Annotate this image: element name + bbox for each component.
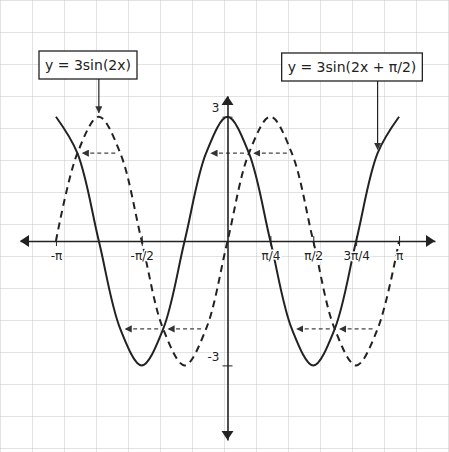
series-label-box: [282, 53, 423, 81]
chart-svg: -π -π/2 π/4 π/2 3π/4 π -3 3 y = 3sin(2x) y = 3sin…: [0, 0, 449, 452]
axis-arrowhead: [20, 235, 29, 247]
axis-arrowhead: [222, 96, 234, 105]
axis-arrowhead: [426, 235, 435, 247]
shift-arrow: [82, 153, 115, 154]
chart-container: -π -π/2 π/4 π/2 3π/4 π -3 3 y = 3sin(2x) y = 3sin…: [0, 0, 449, 452]
y-axis: -3 3: [208, 97, 233, 441]
shift-arrow: [168, 328, 201, 329]
x-tick-label: π: [396, 249, 403, 263]
shift-arrow: [125, 328, 158, 329]
y-tick-label: 3: [212, 101, 220, 115]
x-tick-mark: [313, 236, 314, 246]
x-tick: -π/2: [131, 236, 154, 263]
series-label-text: y = 3sin(2x + π/2): [288, 59, 417, 75]
x-tick-label: π/4: [261, 249, 280, 263]
x-tick: 3π/4: [343, 236, 370, 263]
y-tick: -3: [208, 350, 233, 366]
shift-arrow: [254, 153, 287, 154]
graph-paper: [0, 0, 449, 452]
x-tick-mark: [270, 236, 271, 246]
series-label-text: y = 3sin(2x): [45, 57, 131, 73]
x-tick-label: -π: [51, 249, 63, 263]
x-tick: π/2: [304, 236, 323, 263]
y-tick-label: -3: [208, 350, 220, 364]
axis-arrowhead: [222, 431, 234, 440]
x-tick-mark: [142, 236, 143, 246]
x-tick: -π: [51, 236, 63, 263]
x-tick-mark: [356, 236, 357, 246]
x-tick-mark: [399, 236, 400, 246]
series-label: y = 3sin(2x + π/2): [282, 53, 423, 81]
x-tick: π: [396, 236, 403, 263]
y-tick-mark: [223, 365, 233, 366]
series-label-pointer: [377, 81, 378, 149]
series-label-pointer: [98, 79, 99, 113]
shift-arrow: [340, 328, 373, 329]
y-tick-mark: [223, 117, 233, 118]
axis-arrows: [20, 96, 435, 440]
series-label-box: [39, 51, 137, 79]
x-tick-mark: [56, 236, 57, 246]
y-axis-line: [227, 97, 229, 441]
shift-arrow: [297, 328, 330, 329]
x-tick-label: 3π/4: [343, 249, 370, 263]
x-tick: π/4: [261, 236, 280, 263]
series-label: y = 3sin(2x): [39, 51, 137, 79]
x-tick-label: π/2: [304, 249, 323, 263]
x-tick-label: -π/2: [131, 249, 154, 263]
